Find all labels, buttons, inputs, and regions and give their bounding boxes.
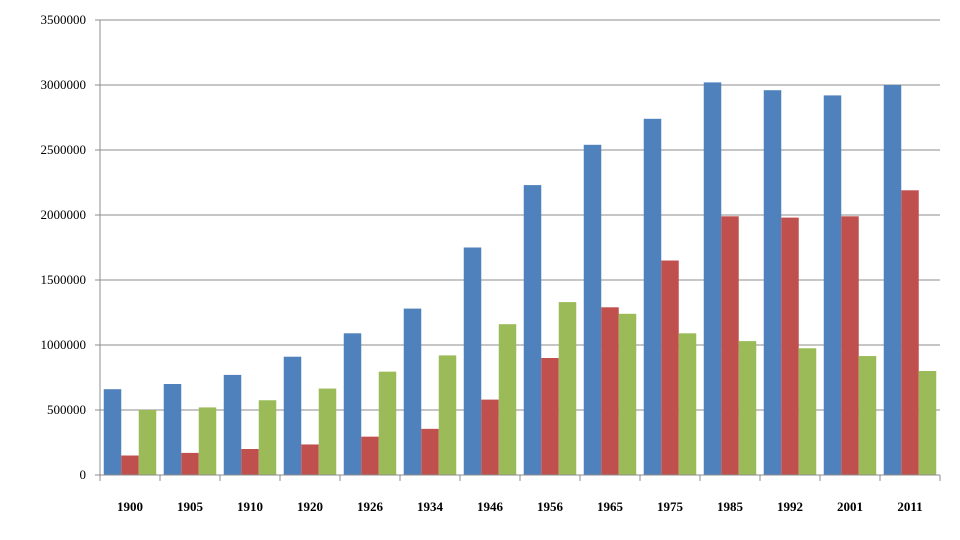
bar	[541, 358, 559, 475]
bar	[823, 95, 842, 476]
bar	[883, 85, 902, 475]
bar	[481, 399, 499, 475]
x-tick-label: 2001	[837, 499, 863, 514]
bar	[918, 371, 937, 475]
bar	[738, 341, 757, 475]
x-tick-label: 1920	[297, 499, 323, 514]
bar	[403, 308, 422, 475]
bar	[618, 313, 637, 475]
bar	[378, 371, 397, 475]
bar	[678, 333, 697, 475]
bars	[103, 82, 937, 476]
x-tick-label: 1975	[657, 499, 684, 514]
bar	[463, 247, 482, 475]
x-tick-label: 1965	[597, 499, 624, 514]
bar	[643, 118, 662, 476]
x-tick-label: 2011	[897, 499, 922, 514]
x-tick-label: 1934	[417, 499, 444, 514]
y-tick-label: 2000000	[41, 207, 87, 222]
x-tick-label: 1900	[117, 499, 143, 514]
y-tick-labels: 0 500000 1000000 1500000 2000000 2500000 30000…	[41, 12, 87, 482]
bar	[163, 384, 182, 475]
x-tick-label: 1905	[177, 499, 204, 514]
bar	[258, 400, 277, 475]
y-tick-label: 3000000	[41, 77, 87, 92]
bar	[858, 356, 877, 475]
bar	[223, 374, 242, 475]
gridlines	[100, 19, 940, 411]
x-tick-label: 1910	[237, 499, 263, 514]
bar	[283, 356, 302, 475]
bar	[703, 82, 722, 476]
bar	[523, 185, 542, 475]
bar	[138, 410, 157, 475]
y-tick-label: 3500000	[41, 12, 87, 27]
y-tick-label: 500000	[47, 402, 86, 417]
bar	[438, 355, 457, 475]
bar	[121, 455, 139, 475]
bar	[798, 348, 817, 475]
bar	[498, 324, 517, 475]
x-tick-labels: 1900 1905 1910 1920 1926 1934 1946 1956 1965 1975…	[117, 499, 923, 514]
bar	[558, 302, 577, 475]
x-tick-label: 1956	[537, 499, 564, 514]
bar	[721, 216, 739, 476]
bar	[421, 428, 439, 475]
bar	[198, 407, 217, 475]
x-tick-label: 1992	[777, 499, 803, 514]
bar	[103, 389, 122, 475]
x-tick-label: 1926	[357, 499, 384, 514]
y-tick-label: 2500000	[41, 142, 87, 157]
x-tick-label: 1946	[477, 499, 504, 514]
bar	[601, 307, 619, 475]
bar	[343, 333, 362, 475]
bar	[241, 449, 259, 475]
bar	[181, 452, 199, 475]
bar	[361, 436, 379, 475]
bar	[661, 260, 679, 475]
axes	[95, 19, 941, 481]
bar	[781, 217, 799, 475]
bar	[583, 144, 602, 476]
bar	[763, 90, 782, 475]
y-tick-label: 1000000	[41, 337, 87, 352]
bar	[318, 388, 337, 475]
bar	[841, 216, 859, 476]
x-tick-label: 1985	[717, 499, 744, 514]
bar	[901, 190, 919, 476]
y-tick-label: 1500000	[41, 272, 87, 287]
bar	[301, 444, 319, 475]
y-tick-label: 0	[80, 467, 87, 482]
